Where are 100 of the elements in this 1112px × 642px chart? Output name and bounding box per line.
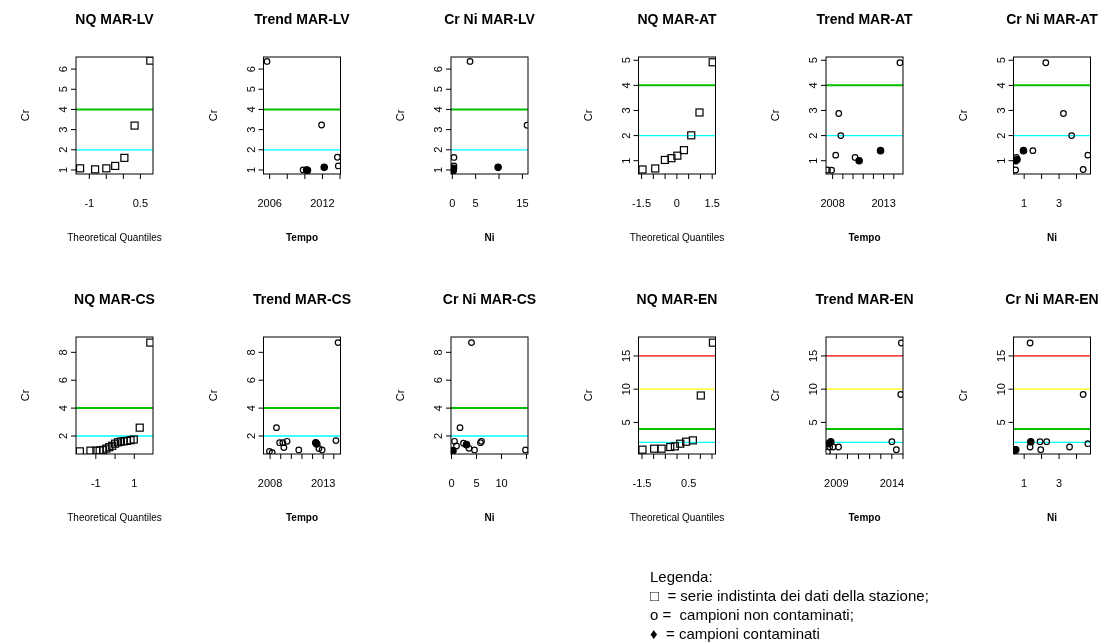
chart-title: NQ MAR-LV	[75, 11, 155, 27]
y-tick-label: 2	[57, 432, 69, 440]
x-tick-label: 3	[1056, 197, 1063, 209]
y-axis-title: Cr	[956, 109, 969, 122]
y-tick-label: 1	[432, 166, 444, 174]
chart-title: Trend MAR-AT	[816, 11, 914, 27]
y-tick-label: 1	[994, 157, 1007, 164]
y-tick-label: 15	[994, 349, 1007, 363]
y-tick-label: 4	[432, 106, 444, 113]
x-tick-label: 1	[1021, 197, 1028, 209]
y-tick-label: 3	[244, 126, 257, 133]
y-tick-label: 3	[807, 107, 819, 114]
x-axis-title: Ni	[1047, 232, 1058, 243]
x-tick-label: 0.5	[681, 477, 697, 489]
x-axis-title: Tempo	[848, 232, 881, 243]
y-tick-label: 5	[994, 419, 1007, 426]
y-tick-label: 8	[57, 349, 69, 356]
y-tick-label: 6	[244, 66, 257, 73]
x-tick-label: 10	[495, 477, 508, 489]
y-tick-label: 6	[57, 377, 69, 384]
chart-title: NQ MAR-AT	[637, 11, 717, 27]
y-axis-title: Cr	[581, 109, 594, 122]
y-tick-label: 4	[432, 405, 444, 412]
text: Legenda:	[650, 568, 713, 585]
y-tick-label: 2	[432, 432, 444, 440]
y-axis-title: Cr	[394, 109, 406, 122]
y-tick-label: 2	[807, 132, 819, 139]
y-tick-label: 1	[807, 157, 819, 164]
y-axis-title: Cr	[769, 389, 781, 402]
x-tick-label: 2009	[824, 477, 849, 489]
chart-title: NQ MAR-EN	[636, 291, 718, 307]
y-tick-label: 3	[994, 107, 1007, 114]
y-tick-label: 5	[807, 57, 819, 64]
x-tick-label: 2008	[820, 197, 845, 209]
y-axis-title: Cr	[19, 389, 31, 402]
x-tick-label: 1.5	[704, 197, 720, 209]
y-tick-label: 3	[432, 126, 444, 133]
y-tick-label: 15	[619, 349, 632, 363]
chart-title: Cr Ni MAR-CS	[442, 291, 537, 307]
x-axis-title: Theoretical Quantiles	[67, 232, 162, 243]
x-tick-label: -1.5	[632, 197, 652, 209]
y-tick-label: 2	[244, 146, 257, 153]
y-tick-label: 5	[619, 57, 632, 64]
x-tick-label: -1.5	[632, 477, 652, 489]
chart-title: Trend MAR-CS	[253, 291, 351, 307]
y-tick-label: 5	[619, 419, 632, 426]
y-axis-title: Cr	[394, 389, 406, 402]
chart-title: Cr Ni MAR-AT	[1006, 11, 1099, 27]
x-axis-title: Ni	[1047, 512, 1058, 523]
y-tick-label: 4	[57, 405, 69, 412]
y-tick-label: 2	[244, 432, 257, 440]
y-axis-title: Cr	[581, 389, 594, 402]
y-axis-title: Cr	[206, 109, 219, 122]
y-tick-label: 4	[807, 82, 819, 89]
y-tick-label: 5	[807, 419, 819, 426]
x-axis-title: Theoretical Quantiles	[629, 232, 725, 243]
x-tick-label: -1	[90, 477, 101, 489]
x-tick-label: 5	[473, 477, 480, 489]
y-tick-label: 5	[432, 86, 444, 93]
y-tick-label: 15	[807, 349, 819, 363]
y-tick-label: 5	[244, 86, 257, 93]
y-tick-label: 2	[619, 132, 632, 139]
x-tick-label: -1	[84, 197, 95, 209]
x-axis-title: Tempo	[285, 512, 319, 523]
y-tick-label: 6	[57, 66, 69, 73]
y-tick-label: 10	[619, 383, 632, 396]
y-tick-label: 5	[57, 86, 69, 93]
x-tick-label: 2014	[879, 477, 905, 489]
x-tick-label: 3	[1056, 477, 1063, 489]
x-tick-label: 0	[673, 197, 680, 209]
y-tick-label: 10	[807, 383, 819, 396]
chart-title: NQ MAR-CS	[74, 291, 155, 307]
chart-title: Cr Ni MAR-LV	[444, 11, 536, 27]
y-tick-label: 4	[244, 106, 257, 113]
x-tick-label: 0	[448, 477, 455, 489]
y-tick-label: 3	[57, 126, 69, 133]
x-axis-title: Theoretical Quantiles	[67, 512, 162, 523]
text: o = campioni non contaminati;	[650, 606, 854, 623]
x-tick-label: 2013	[871, 197, 896, 209]
x-tick-label: 2008	[257, 477, 283, 489]
x-tick-label: 1	[1021, 477, 1028, 489]
x-axis-title: Ni	[484, 512, 495, 523]
chart-title: Cr Ni MAR-EN	[1005, 291, 1099, 307]
y-tick-label: 8	[244, 349, 257, 356]
text: □ = serie indistinta dei dati della stazione;	[650, 587, 929, 604]
x-tick-label: 5	[472, 197, 479, 209]
y-axis-title: Cr	[206, 389, 219, 402]
y-tick-label: 10	[994, 383, 1007, 396]
y-axis-title: Cr	[956, 389, 969, 402]
x-axis-title: Tempo	[285, 232, 319, 243]
x-tick-label: 15	[516, 197, 529, 209]
text: ♦ = campioni contaminati	[650, 625, 820, 642]
y-axis-title: Cr	[769, 109, 781, 122]
x-axis-title: Theoretical Quantiles	[629, 512, 725, 523]
x-tick-label: 2012	[310, 197, 335, 209]
y-tick-label: 2	[432, 146, 444, 153]
y-axis-title: Cr	[19, 109, 31, 122]
x-tick-label: 2013	[310, 477, 336, 489]
y-tick-label: 4	[619, 82, 632, 89]
y-tick-label: 4	[57, 106, 69, 113]
